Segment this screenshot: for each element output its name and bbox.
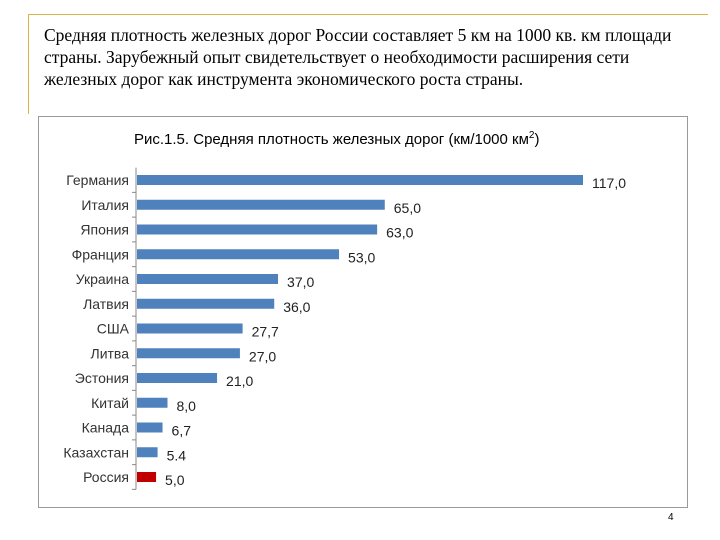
category-label: Литва <box>91 345 130 361</box>
chart-title: Рис.1.5. Средняя плотность железных доро… <box>134 130 539 148</box>
chart-title-superscript: 2 <box>529 130 535 141</box>
data-label: 21,0 <box>226 373 253 389</box>
page-number: 4 <box>668 512 674 523</box>
bar-standard <box>137 323 243 334</box>
bar-standard <box>137 422 163 433</box>
category-label: США <box>97 321 130 337</box>
category-label: Россия <box>83 469 129 485</box>
data-label: 27,0 <box>249 348 276 364</box>
category-label: Канада <box>82 420 130 436</box>
data-label: 53,0 <box>348 249 375 265</box>
category-label: Франция <box>72 246 129 262</box>
data-label: 65,0 <box>394 200 421 216</box>
data-label: 5,0 <box>165 472 185 488</box>
slide-heading: Средняя плотность железных дорог России … <box>44 25 672 89</box>
category-label: Казахстан <box>63 444 129 460</box>
bar-standard <box>137 397 168 408</box>
bar-standard <box>137 447 158 458</box>
bar-standard <box>137 199 385 210</box>
data-label: 117,0 <box>592 175 626 191</box>
data-label: 37,0 <box>287 274 314 290</box>
chart-container: Рис.1.5. Средняя плотность железных доро… <box>38 116 688 508</box>
bar-standard <box>137 298 275 309</box>
category-label: Италия <box>81 197 129 213</box>
category-label: Германия <box>66 172 129 188</box>
bar-standard <box>137 348 240 359</box>
bar-chart: Рис.1.5. Средняя плотность железных доро… <box>63 130 626 490</box>
frame-accent-line-top <box>28 14 708 15</box>
frame-accent-line-left <box>28 14 29 114</box>
bar-standard <box>137 224 378 235</box>
data-label: 8,0 <box>176 398 196 414</box>
category-label: Китай <box>91 395 129 411</box>
data-label: 27,7 <box>252 324 279 340</box>
data-label: 63,0 <box>386 225 413 241</box>
category-label: Эстония <box>75 370 129 386</box>
data-label: 5.4 <box>167 447 187 463</box>
bar-standard <box>137 249 340 260</box>
bar-standard <box>137 175 583 185</box>
category-label: Украина <box>76 271 130 287</box>
bars-group: Германия 117,0 Италия 65,0 Япония 63,0 Франция… <box>63 167 626 490</box>
data-label: 36,0 <box>283 299 310 315</box>
data-label: 6,7 <box>172 423 192 439</box>
category-label: Япония <box>80 222 129 238</box>
bar-highlighted <box>137 472 157 482</box>
bar-standard <box>137 373 218 383</box>
bar-standard <box>137 274 279 284</box>
category-label: Латвия <box>83 296 129 312</box>
